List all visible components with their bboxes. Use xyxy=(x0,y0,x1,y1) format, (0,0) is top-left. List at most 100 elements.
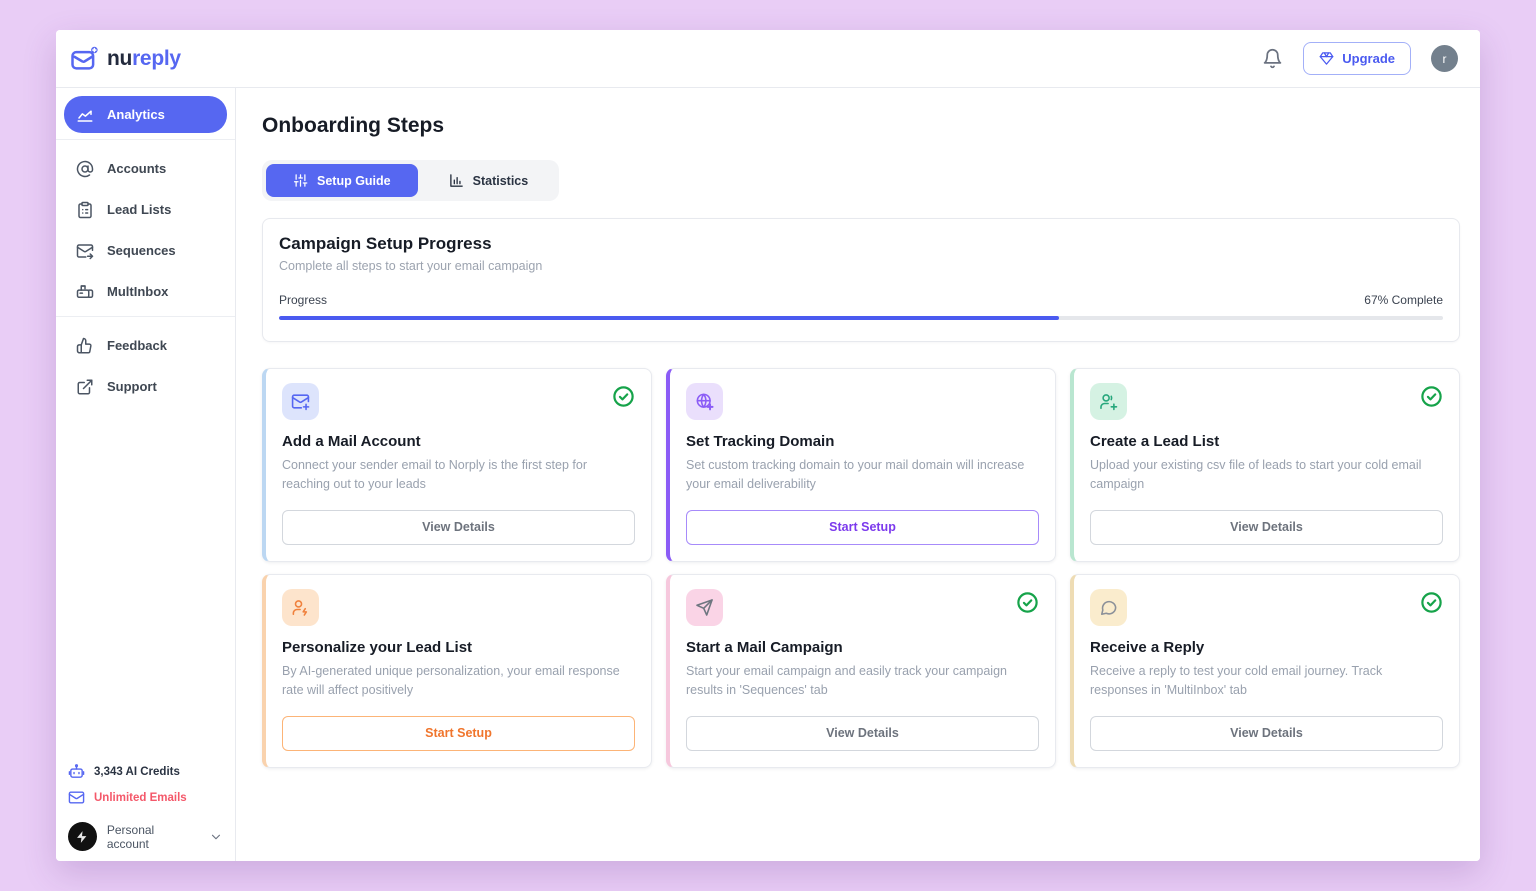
step-card: Start a Mail Campaign Start your email c… xyxy=(666,573,1056,768)
sidebar-item-label: Lead Lists xyxy=(107,202,172,217)
external-link-icon xyxy=(76,378,94,396)
bar-chart-icon xyxy=(449,173,464,188)
sidebar-item-feedback[interactable]: Feedback xyxy=(64,327,227,364)
step-card: Add a Mail Account Connect your sender e… xyxy=(262,368,652,562)
robot-icon xyxy=(68,763,85,780)
step-card-description: Connect your sender email to Norply is t… xyxy=(282,458,587,492)
step-card-title: Set Tracking Domain xyxy=(686,433,835,450)
step-card-title: Add a Mail Account xyxy=(282,433,421,450)
tab-setup-guide[interactable]: Setup Guide xyxy=(266,164,418,197)
progress-card: Campaign Setup Progress Complete all ste… xyxy=(262,218,1460,342)
progress-fill xyxy=(279,316,1059,320)
bolt-icon xyxy=(75,830,89,844)
sidebar-item-analytics[interactable]: Analytics xyxy=(64,96,227,133)
clipboard-list-icon xyxy=(76,201,94,219)
logo-text: nureply xyxy=(107,46,181,70)
upgrade-button[interactable]: Upgrade xyxy=(1303,42,1411,75)
user-avatar[interactable]: r xyxy=(1431,45,1458,72)
step-card: Set Tracking Domain Set custom tracking … xyxy=(666,368,1056,562)
step-card-description: Receive a reply to test your cold email … xyxy=(1090,663,1383,698)
step-card: Create a Lead List Upload your existing … xyxy=(1070,368,1460,562)
account-switcher[interactable]: Personal account xyxy=(68,822,223,851)
upgrade-label: Upgrade xyxy=(1342,51,1395,66)
mail-plus-icon xyxy=(291,392,310,411)
progress-card-title: Campaign Setup Progress xyxy=(279,234,492,253)
sidebar-item-support[interactable]: Support xyxy=(64,368,227,405)
bell-icon[interactable] xyxy=(1262,48,1283,69)
sidebar-item-lead-lists[interactable]: Lead Lists xyxy=(64,191,227,228)
app-body: Analytics Accounts Lead Lists Sequences … xyxy=(56,88,1480,861)
analytics-chart-icon xyxy=(76,106,94,124)
logo: nureply xyxy=(70,44,181,74)
sidebar-item-label: Accounts xyxy=(107,161,167,176)
unlimited-emails-label: Unlimited Emails xyxy=(94,791,187,804)
step-card-description: By AI-generated unique personalization, … xyxy=(282,663,620,698)
tab-label: Statistics xyxy=(472,173,529,188)
sidebar-item-label: Support xyxy=(107,379,157,394)
sidebar-item-sequences[interactable]: Sequences xyxy=(64,232,227,269)
sidebar-item-accounts[interactable]: Accounts xyxy=(64,150,227,187)
progress-row: Progress 67% Complete xyxy=(279,293,1443,307)
tab-label: Setup Guide xyxy=(317,173,391,188)
mailbox-icon xyxy=(76,283,94,301)
tab-statistics[interactable]: Statistics xyxy=(422,164,556,197)
sidebar-item-label: Sequences xyxy=(107,243,176,258)
header-actions: Upgrade r xyxy=(1262,42,1458,75)
mail-icon xyxy=(68,789,85,806)
sidebar-item-multinbox[interactable]: MultInbox xyxy=(64,273,227,310)
onboarding-cards: Add a Mail Account Connect your sender e… xyxy=(262,368,1460,768)
user-plus-icon xyxy=(1099,392,1118,411)
mail-forward-icon xyxy=(76,242,94,260)
step-card-title: Start a Mail Campaign xyxy=(686,638,843,656)
logo-mail-icon xyxy=(70,44,100,74)
progress-label: Progress xyxy=(279,293,328,307)
user-spark-icon xyxy=(291,598,310,617)
globe-plus-icon xyxy=(695,392,714,411)
message-bubble-icon xyxy=(1099,598,1118,617)
sidebar-item-label: MultInbox xyxy=(107,284,169,299)
view-details-button[interactable]: View Details xyxy=(1090,715,1443,751)
step-card: Receive a Reply Receive a reply to test … xyxy=(1070,573,1460,768)
check-circle-icon xyxy=(612,385,635,408)
view-details-button[interactable]: View Details xyxy=(282,509,635,545)
check-circle-icon xyxy=(1016,591,1039,614)
account-avatar xyxy=(68,822,97,851)
sliders-icon xyxy=(293,173,308,188)
header: nureply Upgrade r xyxy=(56,30,1480,88)
start-setup-button[interactable]: Start Setup xyxy=(686,509,1039,545)
unlimited-emails: Unlimited Emails xyxy=(68,789,223,806)
at-sign-icon xyxy=(76,160,94,178)
progress-percent: 67% Complete xyxy=(1364,293,1443,307)
sidebar-divider xyxy=(56,316,235,317)
sidebar-divider xyxy=(56,139,235,140)
check-circle-icon xyxy=(1420,591,1443,614)
page-title: Onboarding Steps xyxy=(262,114,445,137)
step-card: Personalize your Lead List By AI-generat… xyxy=(262,573,652,768)
account-label: Personal account xyxy=(106,822,155,851)
ai-credits: 3,343 AI Credits xyxy=(68,763,223,780)
step-card-description: Start your email campaign and easily tra… xyxy=(686,663,1007,698)
thumbs-up-icon xyxy=(76,337,94,355)
start-setup-button[interactable]: Start Setup xyxy=(282,715,635,751)
send-icon xyxy=(695,598,714,617)
progress-card-subtitle: Complete all steps to start your email c… xyxy=(279,259,543,273)
step-card-description: Upload your existing csv file of leads t… xyxy=(1090,458,1422,492)
sidebar-item-label: Analytics xyxy=(107,107,165,122)
tab-bar: Setup Guide Statistics xyxy=(262,160,560,201)
main-content: Onboarding Steps Setup Guide Statistics … xyxy=(236,88,1480,861)
sidebar: Analytics Accounts Lead Lists Sequences … xyxy=(56,88,236,861)
check-circle-icon xyxy=(1420,385,1443,408)
sidebar-footer: 3,343 AI Credits Unlimited Emails Person… xyxy=(64,754,227,851)
step-card-title: Receive a Reply xyxy=(1090,638,1205,656)
ai-credits-label: 3,343 AI Credits xyxy=(94,765,180,778)
chevron-down-icon xyxy=(209,830,223,844)
sidebar-nav: Analytics Accounts Lead Lists Sequences … xyxy=(56,96,235,409)
step-card-title: Personalize your Lead List xyxy=(282,638,473,656)
upgrade-gem-icon xyxy=(1319,51,1334,66)
step-card-description: Set custom tracking domain to your mail … xyxy=(686,458,1025,492)
step-card-title: Create a Lead List xyxy=(1090,433,1220,450)
view-details-button[interactable]: View Details xyxy=(1090,509,1443,545)
progress-track xyxy=(279,316,1443,320)
view-details-button[interactable]: View Details xyxy=(686,715,1039,751)
sidebar-item-label: Feedback xyxy=(107,338,167,353)
